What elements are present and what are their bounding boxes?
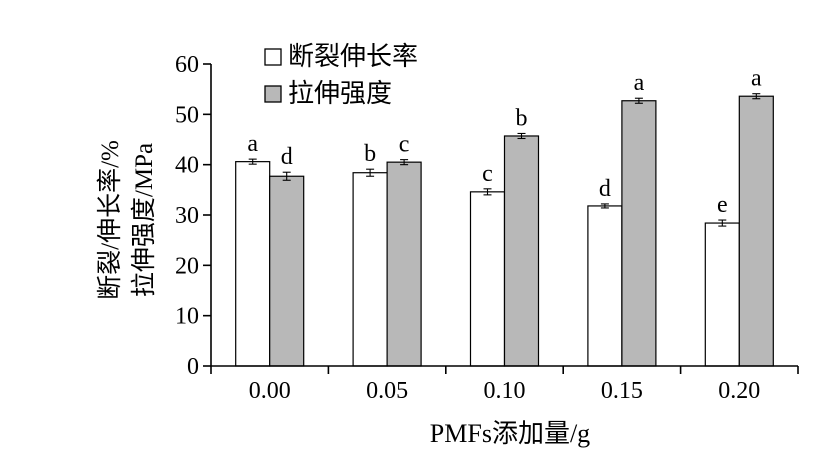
y-tick-label: 0 bbox=[187, 354, 199, 380]
x-tick-label: 0.10 bbox=[484, 378, 526, 404]
bar-elongation bbox=[587, 205, 623, 367]
y-tick-label: 20 bbox=[175, 253, 199, 279]
bar-tensile bbox=[503, 135, 540, 367]
significance-label: e bbox=[717, 192, 728, 218]
bar-elongation bbox=[235, 161, 271, 367]
bar-tensile bbox=[269, 175, 305, 367]
x-tick-label: 0.15 bbox=[601, 378, 643, 404]
legend: 断裂伸长率 拉伸强度 bbox=[264, 42, 418, 108]
y-axis-title-line-2: 拉伸强度/MPa bbox=[130, 143, 158, 297]
significance-label: c bbox=[482, 161, 493, 187]
significance-label: a bbox=[634, 70, 645, 96]
significance-label: d bbox=[599, 176, 611, 202]
y-axis: 0 10 20 30 40 50 60 bbox=[175, 52, 212, 380]
y-axis-title-line-1: 断裂/伸长率/% bbox=[96, 140, 124, 300]
legend-label-tensile: 拉伸强度 bbox=[288, 79, 392, 108]
y-tick-label: 30 bbox=[175, 203, 199, 229]
x-tick-label: 0.00 bbox=[249, 378, 291, 404]
y-tick-label: 40 bbox=[175, 153, 199, 179]
legend-item-tensile: 拉伸强度 bbox=[264, 79, 392, 108]
significance-label: a bbox=[751, 66, 762, 92]
legend-swatch-elongation bbox=[264, 48, 282, 66]
x-tick-label: 0.20 bbox=[718, 378, 760, 404]
bar-elongation bbox=[469, 191, 506, 367]
bar-tensile bbox=[621, 100, 657, 367]
y-tick-label: 50 bbox=[175, 102, 199, 128]
x-tick-label: 0.05 bbox=[366, 378, 408, 404]
legend-swatch-tensile bbox=[264, 85, 282, 103]
x-axis-title: PMFs添加量/g bbox=[430, 419, 590, 448]
y-tick-label: 10 bbox=[175, 304, 199, 330]
significance-label: c bbox=[399, 132, 410, 158]
legend-item-elongation: 断裂伸长率 bbox=[264, 42, 418, 71]
x-axis: 0.00 0.05 0.10 0.15 0.20 bbox=[210, 365, 799, 404]
significance-label: b bbox=[516, 105, 528, 131]
legend-label-elongation: 断裂伸长率 bbox=[288, 42, 418, 71]
significance-label: a bbox=[247, 131, 258, 157]
bar-elongation bbox=[352, 172, 388, 367]
significance-label: d bbox=[281, 144, 293, 170]
bar-tensile bbox=[738, 95, 774, 367]
y-axis-title: 断裂/伸长率/% 拉伸强度/MPa bbox=[96, 140, 158, 300]
bar-tensile bbox=[386, 161, 422, 367]
bar-elongation bbox=[704, 222, 740, 367]
significance-label: b bbox=[364, 141, 376, 167]
y-tick-label: 60 bbox=[175, 52, 199, 78]
